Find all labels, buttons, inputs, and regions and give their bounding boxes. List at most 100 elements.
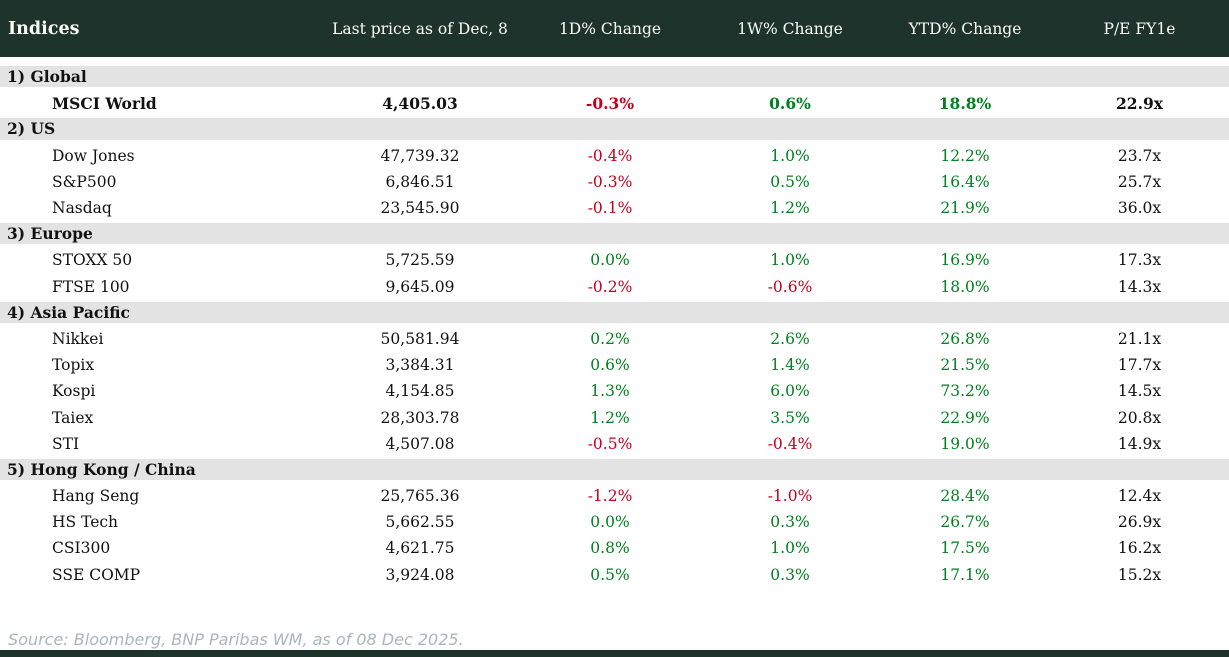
1w-change: -1.0%	[767, 487, 813, 506]
last-price: 25,765.36	[380, 487, 460, 506]
last-price: 28,303.78	[380, 408, 460, 427]
index-name: CSI300	[52, 539, 111, 558]
1d-change: -0.1%	[587, 199, 633, 218]
column-header-ytd-change: YTD% Change	[908, 19, 1022, 38]
table-row-sse-comp: SSE COMP 3,924.08 0.5% 0.3% 17.1% 15.2x	[0, 561, 1229, 588]
index-name: FTSE 100	[52, 277, 130, 296]
1w-change: 0.5%	[770, 172, 810, 191]
index-name: STOXX 50	[52, 251, 133, 270]
pe-ratio: 17.7x	[1117, 356, 1162, 375]
index-name: Dow Jones	[52, 146, 135, 165]
section-row-europe: 3) Europe	[0, 221, 1229, 248]
table-row-nasdaq: Nasdaq 23,545.90 -0.1% 1.2% 21.9% 36.0x	[0, 194, 1229, 222]
last-price: 4,621.75	[385, 539, 455, 558]
table-row-msci-world: MSCI World 4,405.03 -0.3% 0.6% 18.8% 22.…	[0, 90, 1229, 117]
index-name: STI	[52, 434, 80, 453]
index-name: MSCI World	[52, 93, 157, 113]
last-price: 3,924.08	[385, 565, 455, 584]
last-price: 47,739.32	[380, 146, 460, 165]
pe-ratio: 26.9x	[1117, 513, 1162, 532]
pe-ratio: 22.9x	[1116, 93, 1163, 113]
ytd-change: 22.9%	[940, 408, 990, 427]
index-name: S&P500	[52, 172, 117, 191]
pe-ratio: 14.9x	[1117, 434, 1162, 453]
last-price: 23,545.90	[380, 199, 460, 218]
1w-change: 6.0%	[770, 382, 810, 401]
1d-change: 0.0%	[590, 251, 630, 270]
pe-ratio: 20.8x	[1117, 408, 1162, 427]
source-note: Source: Bloomberg, BNP Paribas WM, as of…	[8, 630, 464, 649]
1d-change: 0.5%	[590, 565, 630, 584]
pe-ratio: 25.7x	[1117, 172, 1162, 191]
table-row-nikkei: Nikkei 50,581.94 0.2% 2.6% 26.8% 21.1x	[0, 325, 1229, 353]
table-row-taiex: Taiex 28,303.78 1.2% 3.5% 22.9% 20.8x	[0, 404, 1229, 431]
table-row-dow-jones: Dow Jones 47,739.32 -0.4% 1.0% 12.2% 23.…	[0, 142, 1229, 169]
ytd-change: 12.2%	[940, 146, 990, 165]
ytd-change: 28.4%	[940, 487, 990, 506]
ytd-change: 17.1%	[940, 565, 990, 584]
1w-change: 1.2%	[770, 199, 810, 218]
1w-change: -0.6%	[767, 277, 813, 296]
last-price: 5,662.55	[385, 513, 455, 532]
last-price: 6,846.51	[385, 172, 455, 191]
table-row-stoxx-50: STOXX 50 5,725.59 0.0% 1.0% 16.9% 17.3x	[0, 247, 1229, 274]
table-header: Indices Last price as of Dec, 8 1D% Chan…	[0, 0, 1229, 57]
index-name: SSE COMP	[52, 565, 141, 584]
column-header-1w-change: 1W% Change	[737, 19, 843, 38]
pe-ratio: 14.3x	[1117, 277, 1162, 296]
bottom-bar	[0, 650, 1229, 657]
ytd-change: 16.9%	[940, 251, 990, 270]
1w-change: 0.3%	[770, 513, 810, 532]
1d-change: -1.2%	[587, 487, 633, 506]
ytd-change: 17.5%	[940, 539, 990, 558]
index-name: Kospi	[52, 382, 96, 401]
table-row-hs-tech: HS Tech 5,662.55 0.0% 0.3% 26.7% 26.9x	[0, 509, 1229, 536]
indices-table: Indices Last price as of Dec, 8 1D% Chan…	[0, 0, 1229, 588]
section-label: 3) Europe	[7, 224, 93, 244]
1d-change: 0.2%	[590, 329, 630, 348]
1w-change: 1.0%	[770, 251, 810, 270]
ytd-change: 21.9%	[940, 199, 990, 218]
1d-change: 0.8%	[590, 539, 630, 558]
1d-change: -0.4%	[587, 146, 633, 165]
section-row-global: 1) Global	[0, 64, 1229, 91]
last-price: 9,645.09	[385, 277, 455, 296]
table-body: 1) Global MSCI World 4,405.03 -0.3% 0.6%…	[0, 64, 1229, 588]
last-price: 5,725.59	[385, 251, 455, 270]
1d-change: 1.3%	[590, 382, 630, 401]
1w-change: 2.6%	[770, 329, 810, 348]
table-row-sp500: S&P500 6,846.51 -0.3% 0.5% 16.4% 25.7x	[0, 168, 1229, 195]
section-row-asia-pacific: 4) Asia Pacific	[0, 299, 1229, 326]
1d-change: -0.2%	[587, 277, 633, 296]
last-price: 50,581.94	[380, 329, 460, 348]
1d-change: 0.0%	[590, 513, 630, 532]
table-row-hang-seng: Hang Seng 25,765.36 -1.2% -1.0% 28.4% 12…	[0, 483, 1229, 510]
last-price: 4,507.08	[385, 434, 455, 453]
ytd-change: 26.7%	[940, 513, 990, 532]
pe-ratio: 15.2x	[1117, 565, 1162, 584]
index-name: Hang Seng	[52, 487, 140, 506]
1w-change: 1.0%	[770, 539, 810, 558]
ytd-change: 16.4%	[940, 172, 990, 191]
table-row-topix: Topix 3,384.31 0.6% 1.4% 21.5% 17.7x	[0, 352, 1229, 379]
index-name: Nikkei	[52, 329, 104, 348]
section-label: 1) Global	[7, 67, 87, 87]
last-price: 4,154.85	[385, 382, 455, 401]
1d-change: -0.3%	[587, 172, 633, 191]
table-row-csi300: CSI300 4,621.75 0.8% 1.0% 17.5% 16.2x	[0, 535, 1229, 562]
table-row-sti: STI 4,507.08 -0.5% -0.4% 19.0% 14.9x	[0, 430, 1229, 457]
column-header-1d-change: 1D% Change	[558, 19, 662, 38]
column-header-last-price: Last price as of Dec, 8	[332, 19, 508, 38]
1d-change: 1.2%	[590, 408, 630, 427]
pe-ratio: 16.2x	[1117, 539, 1162, 558]
ytd-change: 21.5%	[940, 356, 990, 375]
pe-ratio: 17.3x	[1117, 251, 1162, 270]
column-header-indices: Indices	[8, 18, 80, 39]
ytd-change: 18.0%	[940, 277, 990, 296]
pe-ratio: 36.0x	[1117, 199, 1162, 218]
1w-change: 1.0%	[770, 146, 810, 165]
table-row-ftse-100: FTSE 100 9,645.09 -0.2% -0.6% 18.0% 14.3…	[0, 273, 1229, 300]
column-header-pe: P/E FY1e	[1103, 19, 1176, 38]
1d-change: -0.5%	[587, 434, 633, 453]
index-name: Nasdaq	[52, 199, 112, 218]
